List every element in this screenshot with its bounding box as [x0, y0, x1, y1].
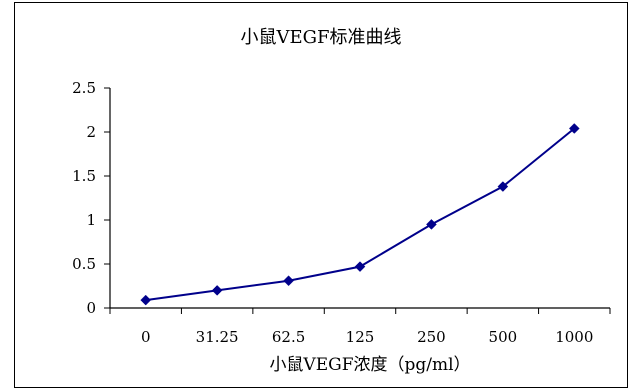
- data-point: [426, 219, 437, 230]
- y-tick-label: 1: [86, 211, 96, 229]
- x-tick-label: 62.5: [272, 328, 305, 346]
- x-tick-label: 0: [141, 328, 151, 346]
- x-tick-label: 31.25: [196, 328, 239, 346]
- data-point: [568, 123, 580, 134]
- chart-frame: [14, 2, 628, 388]
- y-tick-label: 2.5: [72, 79, 96, 97]
- x-axis-label: 小鼠VEGF浓度（pg/ml）: [269, 355, 470, 375]
- x-tick-label: 250: [417, 328, 446, 346]
- y-tick-label: 0: [86, 299, 96, 317]
- data-point: [283, 275, 294, 287]
- x-tick-label: 500: [489, 328, 518, 346]
- x-ticks: 0 31.25 62.5 125 250 500 1000: [109, 308, 611, 346]
- y-ticks: 0 0.5 1 1.5 2 2.5: [72, 79, 110, 317]
- series-line: [145, 127, 575, 302]
- data-point: [354, 261, 366, 272]
- data-point: [140, 294, 152, 306]
- axes: [109, 88, 610, 309]
- series-group: [140, 123, 580, 306]
- y-tick-label: 1.5: [72, 167, 96, 185]
- y-tick-label: 2: [86, 123, 96, 141]
- x-tick-label: 125: [346, 328, 375, 346]
- chart-title: 小鼠VEGF标准曲线: [240, 27, 401, 48]
- x-tick-label: 1000: [555, 328, 593, 346]
- y-tick-label: 0.5: [72, 255, 96, 273]
- data-point: [211, 285, 223, 296]
- data-point: [497, 181, 509, 192]
